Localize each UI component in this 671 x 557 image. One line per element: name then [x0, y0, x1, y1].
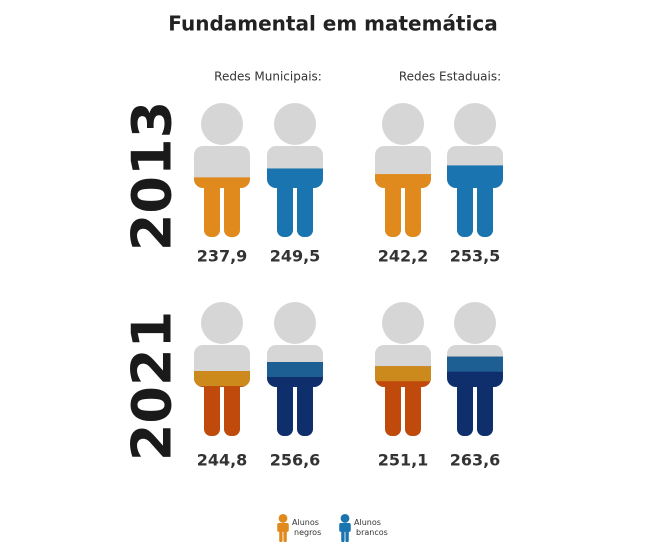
- year-label: 2013: [121, 101, 184, 251]
- legend-swatch: [339, 514, 351, 543]
- person: [267, 302, 323, 436]
- person-fill: [375, 366, 431, 436]
- fill-level: [194, 177, 250, 237]
- person-head: [454, 302, 496, 344]
- fill-level: [375, 174, 431, 237]
- person: [375, 103, 431, 237]
- person: [447, 302, 503, 436]
- value-label: 249,5: [270, 247, 321, 266]
- legend-label: Alunos brancos: [354, 518, 388, 537]
- value-label: 237,9: [197, 247, 248, 266]
- person-fill: [447, 165, 503, 237]
- legend-label: Alunos negros: [292, 518, 321, 537]
- value-label: 263,6: [450, 451, 501, 470]
- person-head: [274, 103, 316, 145]
- group-label: Redes Estaduais:: [399, 70, 501, 84]
- person-head: [201, 103, 243, 145]
- legend-fill: [339, 514, 351, 543]
- person-fill: [194, 177, 250, 237]
- value-label: 253,5: [450, 247, 501, 266]
- fill-band: [267, 362, 323, 378]
- person: [267, 103, 323, 237]
- person: [447, 103, 503, 237]
- person-head: [382, 103, 424, 145]
- person-fill: [194, 371, 250, 436]
- fill-level: [267, 168, 323, 237]
- person-fill: [447, 356, 503, 436]
- person-fill: [267, 362, 323, 436]
- legend-fill: [277, 514, 289, 543]
- value-label: 256,6: [270, 451, 321, 470]
- person-head: [274, 302, 316, 344]
- person: [194, 103, 250, 237]
- legend-swatch: [277, 514, 289, 543]
- legend-icon: [277, 514, 289, 543]
- value-label: 251,1: [378, 451, 429, 470]
- value-label: 244,8: [197, 451, 248, 470]
- person-head: [454, 103, 496, 145]
- person-head: [201, 302, 243, 344]
- fill-level: [447, 165, 503, 237]
- year-label: 2021: [121, 311, 184, 461]
- fill-band: [447, 356, 503, 372]
- legend-icon: [339, 514, 351, 543]
- fill-band: [375, 366, 431, 382]
- person-head: [382, 302, 424, 344]
- person: [194, 302, 250, 436]
- person: [375, 302, 431, 436]
- fill-band: [194, 371, 250, 387]
- group-label: Redes Municipais:: [214, 70, 322, 84]
- person-fill: [375, 174, 431, 237]
- value-label: 242,2: [378, 247, 429, 266]
- person-fill: [267, 168, 323, 237]
- chart-title: Fundamental em matemática: [168, 12, 497, 36]
